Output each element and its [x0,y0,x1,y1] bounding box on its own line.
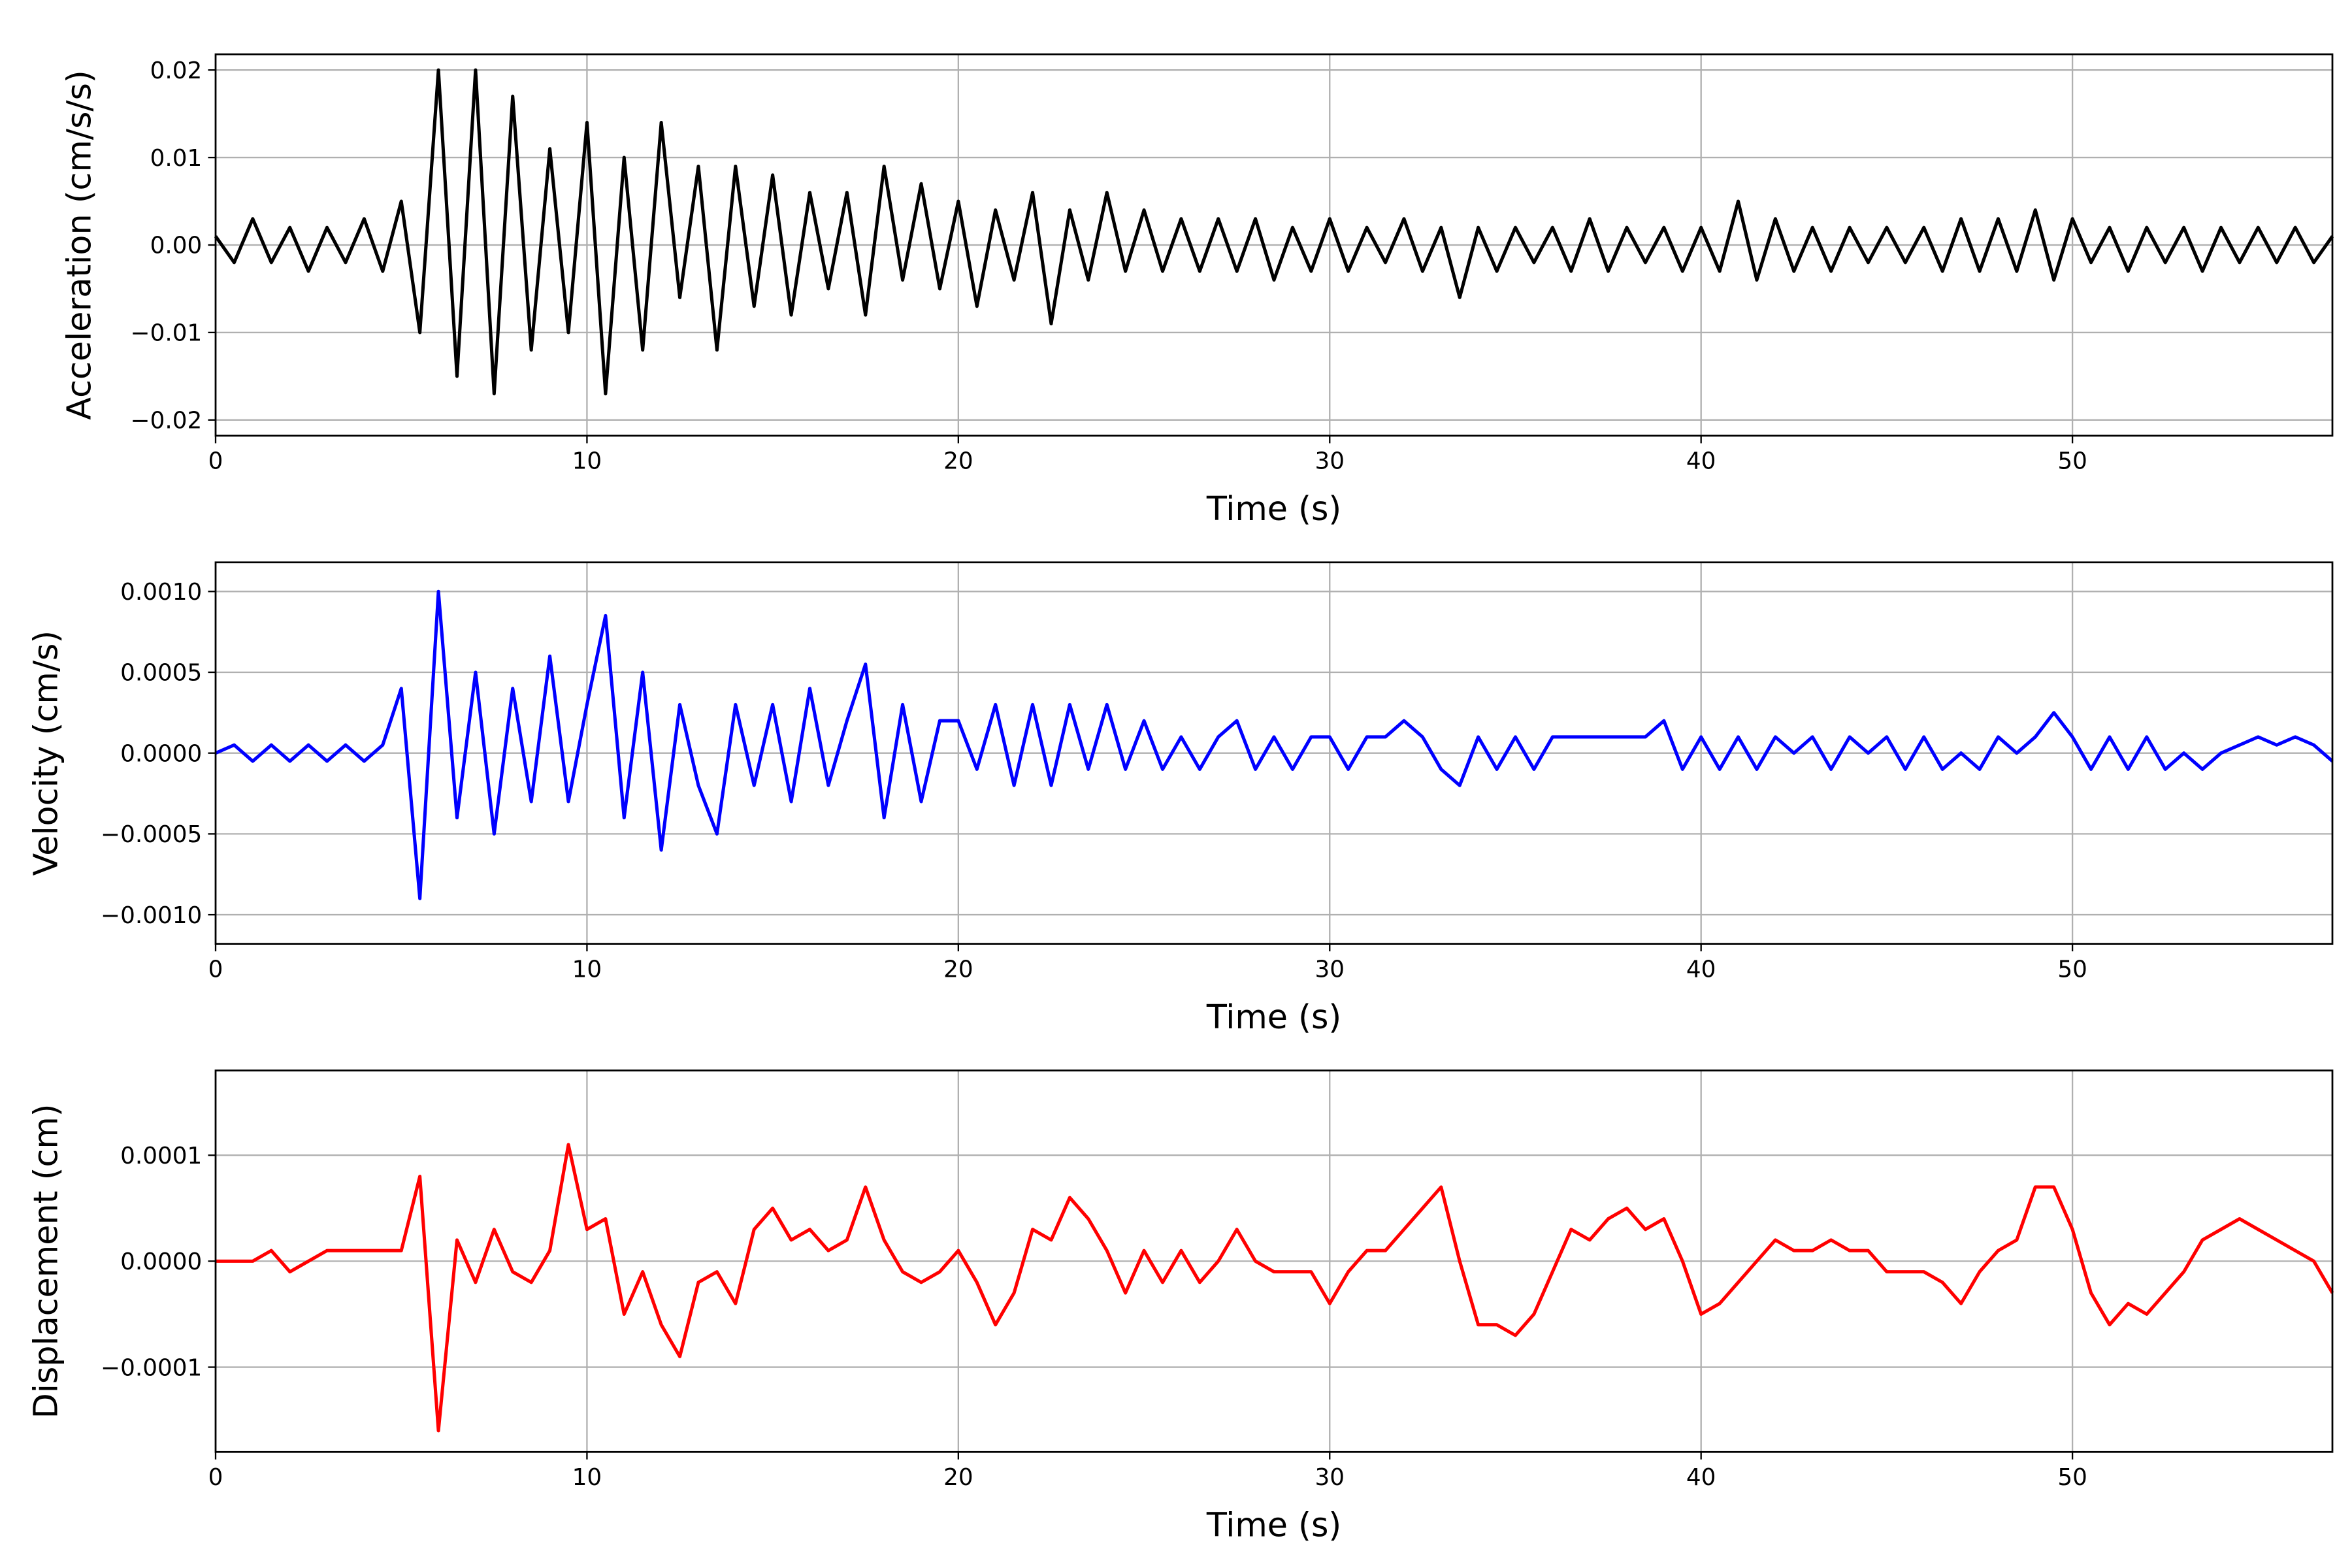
x-axis-label: Time (s) [1206,489,1341,528]
x-axis-label: Time (s) [1206,998,1341,1036]
velocity-series-line [214,589,2334,900]
y-tick-label: 0.02 [150,57,203,84]
y-axis-label: Velocity (cm/s) [27,630,65,876]
x-tick-label: 10 [572,448,602,475]
acceleration-panel: 0 10 20 30 40 50 −0.02 −0.01 0.00 0.01 0.02 Time (s… [59,53,2334,528]
y-tick-label: 0.0000 [120,740,202,767]
x-tick-label: 0 [208,448,223,475]
plot-frame [214,1070,2334,1453]
y-tick-label: 0.01 [150,145,203,172]
y-tick-label: 0.0000 [120,1249,202,1275]
x-tick-label: 50 [2057,956,2087,983]
x-tick-label: 20 [943,1464,973,1491]
displacement-series-line [215,1143,2334,1433]
y-tick-label: −0.0010 [101,902,202,929]
x-tick-label: 40 [1686,956,1716,983]
y-tick-label: −0.0005 [101,821,202,848]
x-tick-label: 30 [1315,448,1345,475]
y-axis-label: Acceleration (cm/s/s) [59,70,98,420]
plot-frame [214,53,2334,437]
velocity-panel: 0 10 20 30 40 50 −0.0010 −0.0005 0.0000 0.0005 0.0… [27,561,2334,1036]
y-tick-label: 0.0010 [120,579,202,606]
x-tick-label: 10 [572,1464,602,1491]
y-tick-label: −0.02 [131,408,203,434]
x-tick-label: 50 [2057,1464,2087,1491]
x-tick-label: 0 [208,1464,223,1491]
y-tick-label: 0.0001 [120,1143,202,1169]
y-tick-label: −0.0001 [101,1354,202,1381]
y-tick-label: −0.01 [131,320,203,347]
acceleration-series-line [214,68,2334,396]
x-tick-label: 30 [1315,956,1345,983]
x-tick-label: 50 [2057,448,2087,475]
x-tick-label: 20 [943,448,973,475]
x-tick-label: 10 [572,956,602,983]
x-axis-label: Time (s) [1206,1506,1341,1544]
x-tick-label: 30 [1315,1464,1345,1491]
x-tick-label: 20 [943,956,973,983]
plot-frame [214,561,2334,945]
x-tick-label: 40 [1686,448,1716,475]
x-tick-label: 0 [208,956,223,983]
x-tick-label: 40 [1686,1464,1716,1491]
y-tick-label: 0.0005 [120,660,202,687]
displacement-panel: 0 10 20 30 40 50 −0.0001 0.0000 0.0001 Time (s) Di… [27,1070,2334,1544]
y-axis-label: Displacement (cm) [27,1103,65,1418]
y-tick-label: 0.00 [150,233,203,259]
